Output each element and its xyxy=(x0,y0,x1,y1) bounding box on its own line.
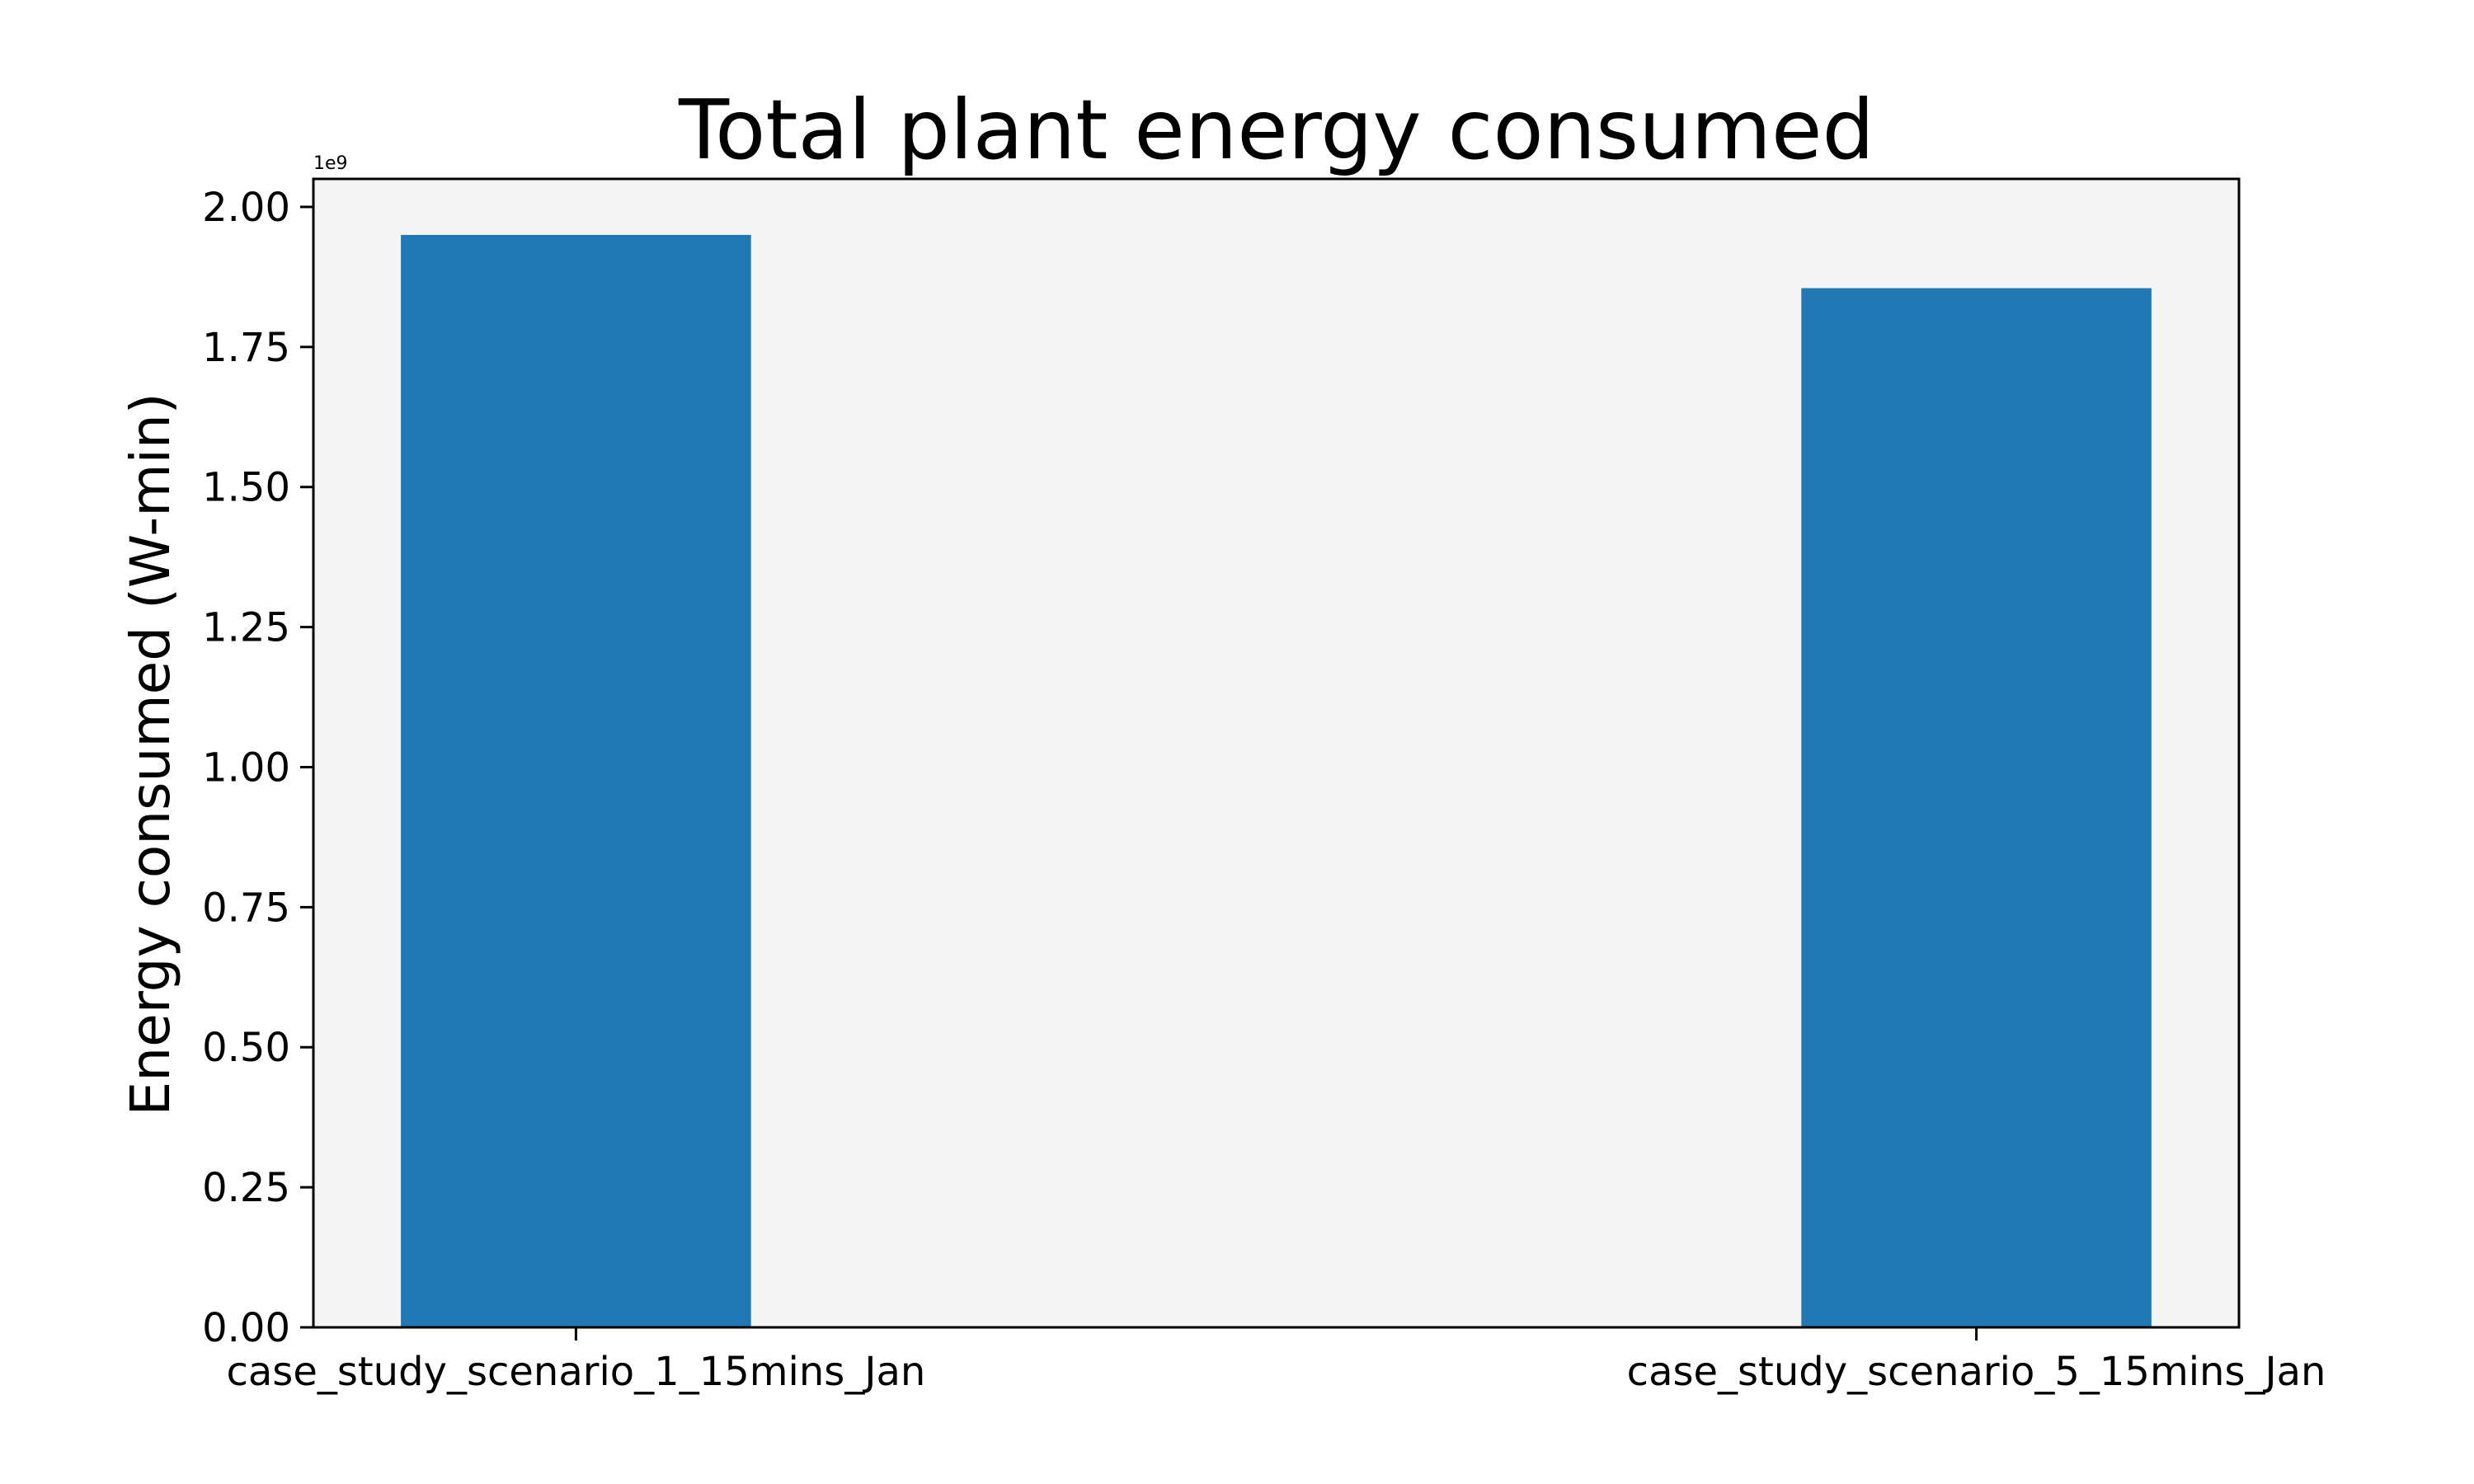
y-axis-label: Energy consumed (W-min) xyxy=(119,393,182,1116)
bar-1 xyxy=(401,234,751,1328)
plot-frame xyxy=(312,177,2241,1329)
x-tick-label: case_study_scenario_1_15mins_Jan xyxy=(227,1349,926,1395)
y-axis-offset-label: 1e9 xyxy=(313,153,348,174)
chart-title: Total plant energy consumed xyxy=(678,82,1874,178)
bars xyxy=(401,234,2152,1328)
x-axis-ticks: case_study_scenario_1_15mins_Jan case_stu… xyxy=(227,1327,2326,1395)
y-tick-label: 2.00 xyxy=(202,185,290,231)
y-tick-label: 1.00 xyxy=(202,744,290,791)
x-tick-label: case_study_scenario_5_15mins_Jan xyxy=(1627,1349,2326,1395)
bar-2 xyxy=(1801,288,2152,1327)
y-tick-label: 0.00 xyxy=(202,1305,290,1351)
y-axis-ticks: 0.00 0.25 0.50 0.75 1.00 1.25 1.50 1.75 2.00 xyxy=(202,185,313,1351)
y-tick-label: 1.75 xyxy=(202,325,290,371)
y-tick-label: 1.25 xyxy=(202,605,290,651)
y-tick-label: 0.25 xyxy=(202,1165,290,1211)
y-tick-label: 0.75 xyxy=(202,885,290,931)
y-tick-label: 1.50 xyxy=(202,465,290,511)
y-tick-label: 0.50 xyxy=(202,1025,290,1071)
